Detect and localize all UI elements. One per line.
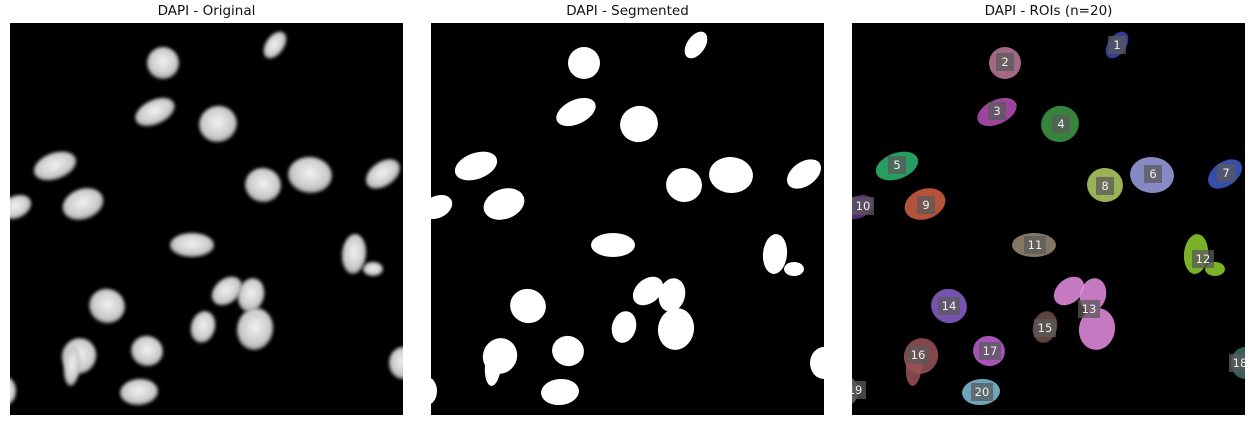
roi-label-20: 20 <box>975 385 990 399</box>
roi-label-box-1 <box>1108 36 1126 54</box>
mask-blob-21 <box>552 335 584 367</box>
mask-blob-9 <box>483 188 525 220</box>
mask-blob-1 <box>684 31 708 59</box>
original-nucleus-17 <box>236 308 274 350</box>
roi-label-box-15 <box>1034 319 1056 337</box>
roi-label-3: 3 <box>993 104 1000 118</box>
original-nucleus-3 <box>135 97 175 127</box>
original-nucleus-12 <box>341 234 367 274</box>
original-nucleus-18 <box>190 311 216 343</box>
original-nucleus-11 <box>170 233 214 257</box>
original-nucleus-23 <box>10 378 16 404</box>
roi-label-box-16 <box>907 346 929 364</box>
original-nucleus-20 <box>63 346 81 386</box>
original-panel-title: DAPI - Original <box>157 3 256 19</box>
mask-blob-22 <box>810 347 824 379</box>
roi-label-box-7 <box>1217 164 1235 182</box>
roi-label-box-13 <box>1078 300 1100 318</box>
original-image <box>10 23 403 415</box>
original-nucleus-5 <box>33 151 77 181</box>
mask-blob-16 <box>658 278 686 312</box>
original-nucleus-13 <box>363 262 383 276</box>
segmented-panel-title: DAPI - Segmented <box>566 3 689 19</box>
mask-blob-7 <box>786 159 822 189</box>
roi-label-box-14 <box>938 297 960 315</box>
mask-blob-15 <box>632 276 664 306</box>
original-nucleus-4 <box>199 105 237 143</box>
mask-blob-8 <box>666 167 702 203</box>
original-panel: DAPI - Original <box>10 0 403 423</box>
mask-blob-3 <box>556 97 596 127</box>
roi-label-9: 9 <box>922 198 929 212</box>
roi-label-4: 4 <box>1057 117 1064 131</box>
mask-blob-5 <box>454 151 498 181</box>
segmented-image <box>431 23 824 415</box>
mask-blob-20 <box>484 346 502 386</box>
roi-label-8: 8 <box>1101 179 1108 193</box>
roi-label-18: 18 <box>1233 356 1245 370</box>
segmented-panel: DAPI - Segmented <box>431 0 824 423</box>
rois-panel: DAPI - ROIs (n=20) 1 2 3 4 5 6 7 8 9 10 11 12 13 14 15… <box>852 0 1245 423</box>
roi-label-box-9 <box>917 196 935 214</box>
mask-blob-18 <box>611 311 637 343</box>
roi-label-10: 10 <box>856 199 871 213</box>
roi-label-5: 5 <box>893 158 900 172</box>
roi-label-box-20 <box>971 383 993 401</box>
original-nucleus-9 <box>62 188 104 220</box>
original-nucleus-1 <box>263 31 287 59</box>
original-nucleus-21 <box>131 335 163 367</box>
roi-region-17 <box>1078 308 1116 350</box>
roi-label-box-19 <box>852 381 866 399</box>
roi-label-14: 14 <box>942 299 957 313</box>
original-nucleus-14 <box>89 288 125 324</box>
original-nucleus-2 <box>147 47 179 79</box>
roi-label-7: 7 <box>1222 166 1229 180</box>
roi-label-6: 6 <box>1149 167 1156 181</box>
mask-blob-12 <box>762 234 788 274</box>
roi-label-box-4 <box>1052 115 1070 133</box>
rois-image: 1234567891011121314151617181920 <box>852 23 1245 415</box>
mask-blob-4 <box>620 105 658 143</box>
roi-label-2: 2 <box>1001 55 1008 69</box>
original-nucleus-6 <box>288 156 332 194</box>
roi-label-17: 17 <box>983 344 998 358</box>
original-nucleus-15 <box>211 276 243 306</box>
roi-label-box-18 <box>1229 354 1245 372</box>
roi-label-box-8 <box>1096 177 1114 195</box>
rois-panel-title: DAPI - ROIs (n=20) <box>984 3 1113 19</box>
roi-label-box-5 <box>888 156 906 174</box>
roi-label-19: 19 <box>852 383 862 397</box>
roi-label-box-2 <box>996 53 1014 71</box>
roi-label-13: 13 <box>1082 302 1097 316</box>
mask-blob-11 <box>591 233 635 257</box>
roi-label-box-10 <box>852 197 874 215</box>
roi-label-box-17 <box>979 342 1001 360</box>
mask-blob-24 <box>541 378 579 406</box>
mask-blob-10 <box>431 194 453 220</box>
mask-blob-23 <box>431 378 437 404</box>
mask-blob-2 <box>568 47 600 79</box>
original-nucleus-22 <box>389 347 403 379</box>
roi-label-box-6 <box>1144 165 1162 183</box>
original-nucleus-7 <box>365 159 401 189</box>
original-nucleus-10 <box>10 194 32 220</box>
roi-label-16: 16 <box>911 348 926 362</box>
roi-label-15: 15 <box>1038 321 1053 335</box>
mask-blob-14 <box>510 288 546 324</box>
roi-label-box-11 <box>1024 236 1046 254</box>
roi-label-11: 11 <box>1028 238 1043 252</box>
mask-blob-13 <box>784 262 804 276</box>
roi-region-15 <box>1053 276 1085 306</box>
original-nucleus-8 <box>245 167 281 203</box>
roi-label-box-12 <box>1192 250 1214 268</box>
roi-label-12: 12 <box>1196 252 1211 266</box>
roi-label-box-3 <box>988 102 1006 120</box>
original-nucleus-24 <box>120 378 158 406</box>
roi-label-1: 1 <box>1113 38 1120 52</box>
original-nucleus-16 <box>237 278 265 312</box>
mask-blob-17 <box>657 308 695 350</box>
mask-blob-6 <box>709 156 753 194</box>
